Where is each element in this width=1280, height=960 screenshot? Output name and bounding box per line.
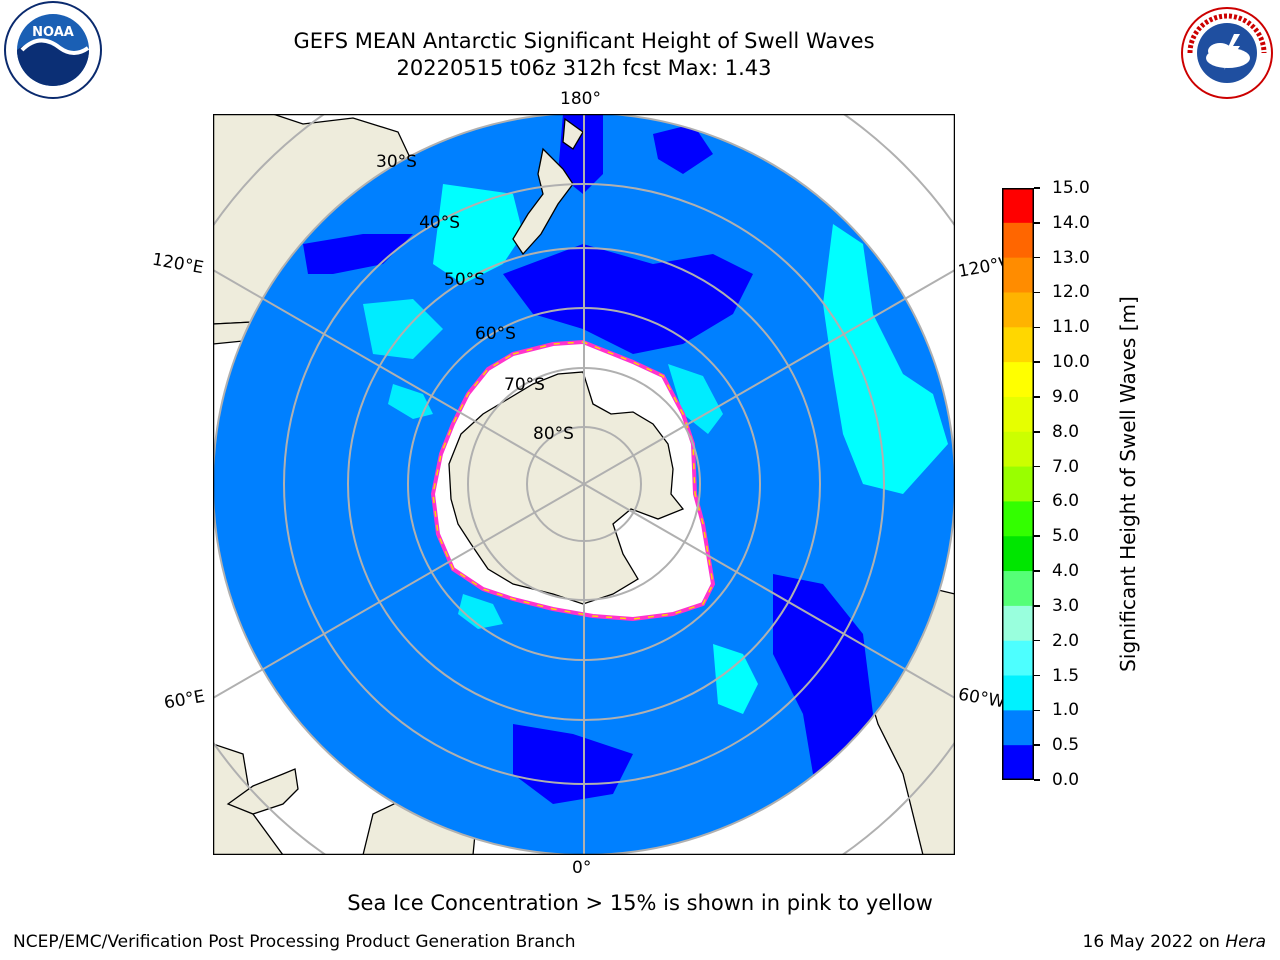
colorbar-band bbox=[1002, 745, 1034, 780]
colorbar-band bbox=[1002, 396, 1034, 433]
colorbar-tick-mark bbox=[1034, 396, 1040, 398]
lat-label-60s: 60°S bbox=[475, 324, 516, 344]
colorbar-tick-label: 5.0 bbox=[1052, 526, 1080, 547]
machine-name: Hera bbox=[1225, 932, 1266, 952]
issue-date-text: 16 May 2022 on bbox=[1082, 932, 1226, 952]
chart-subtitle: 20220515 t06z 312h fcst Max: 1.43 bbox=[396, 56, 772, 80]
colorbar-tick-mark bbox=[1034, 187, 1040, 189]
colorbar-tick-mark bbox=[1034, 744, 1040, 746]
colorbar-tick-label: 11.0 bbox=[1052, 317, 1090, 338]
colorbar bbox=[1002, 188, 1034, 780]
colorbar-band bbox=[1002, 536, 1034, 572]
lat-label-50s: 50°S bbox=[444, 270, 485, 290]
colorbar-band bbox=[1002, 571, 1034, 607]
colorbar-tick-label: 15.0 bbox=[1052, 178, 1090, 198]
colorbar-band bbox=[1002, 640, 1034, 677]
colorbar-band bbox=[1002, 292, 1034, 328]
colorbar-tick-mark bbox=[1034, 779, 1040, 781]
nws-logo-icon bbox=[1181, 7, 1273, 99]
colorbar-tick-label: 1.0 bbox=[1052, 700, 1080, 721]
colorbar-label: Significant Height of Swell Waves [m] bbox=[1116, 296, 1140, 672]
colorbar-tick-label: 13.0 bbox=[1052, 247, 1090, 268]
colorbar-tick-mark bbox=[1034, 535, 1040, 537]
svg-text:NOAA: NOAA bbox=[32, 25, 74, 40]
colorbar-tick-mark bbox=[1034, 222, 1040, 224]
lon-label-0: 0° bbox=[572, 858, 592, 878]
colorbar-tick-label: 9.0 bbox=[1052, 386, 1080, 407]
colorbar-band bbox=[1002, 188, 1034, 224]
colorbar-band bbox=[1002, 257, 1034, 293]
colorbar-tick-mark bbox=[1034, 570, 1040, 572]
colorbar-band bbox=[1002, 501, 1034, 537]
lat-label-40s: 40°S bbox=[419, 213, 460, 233]
colorbar-tick-mark bbox=[1034, 709, 1040, 712]
colorbar-tick-mark bbox=[1034, 605, 1040, 607]
sea-ice-note: Sea Ice Concentration > 15% is shown in … bbox=[347, 891, 933, 915]
colorbar-band bbox=[1002, 362, 1034, 398]
colorbar-tick-label: 2.0 bbox=[1052, 630, 1080, 651]
colorbar-tick-mark bbox=[1034, 361, 1040, 363]
colorbar-band bbox=[1002, 466, 1034, 502]
colorbar-tick-label: 0.5 bbox=[1052, 735, 1080, 756]
colorbar-tick-mark bbox=[1034, 465, 1040, 468]
colorbar-band bbox=[1002, 675, 1034, 711]
colorbar-band bbox=[1002, 431, 1034, 468]
lat-label-70s: 70°S bbox=[504, 375, 545, 395]
credit-text: NCEP/EMC/Verification Post Processing Pr… bbox=[13, 932, 576, 952]
colorbar-tick-mark bbox=[1034, 291, 1040, 294]
noaa-logo-icon: NOAA bbox=[4, 1, 102, 99]
colorbar-tick-mark bbox=[1034, 326, 1040, 329]
colorbar-tick-label: 10.0 bbox=[1052, 352, 1090, 373]
colorbar-tick-label: 6.0 bbox=[1052, 491, 1080, 512]
colorbar-frame bbox=[1002, 188, 1034, 780]
graticule bbox=[213, 114, 955, 855]
colorbar-tick-label: 1.5 bbox=[1052, 665, 1080, 686]
colorbar-tick-mark bbox=[1034, 500, 1040, 503]
colorbar-band bbox=[1002, 710, 1034, 746]
colorbar-tick-label: 7.0 bbox=[1052, 456, 1080, 477]
colorbar-tick-label: 14.0 bbox=[1052, 212, 1090, 233]
lat-label-80s: 80°S bbox=[533, 424, 574, 444]
lon-label-180: 180° bbox=[560, 89, 601, 109]
chart-title: GEFS MEAN Antarctic Significant Height o… bbox=[293, 29, 875, 53]
colorbar-tick-label: 12.0 bbox=[1052, 282, 1090, 303]
lat-label-30s: 30°S bbox=[376, 152, 417, 172]
lon-label-60e: 60°E bbox=[162, 686, 207, 714]
colorbar-tick-mark bbox=[1034, 674, 1040, 677]
colorbar-tick-mark bbox=[1034, 639, 1040, 642]
polar-map bbox=[213, 114, 955, 855]
colorbar-tick-mark bbox=[1034, 256, 1040, 259]
colorbar-tick-label: 0.0 bbox=[1052, 770, 1080, 790]
issue-date: 16 May 2022 on Hera bbox=[1083, 932, 1267, 952]
colorbar-tick-label: 8.0 bbox=[1052, 421, 1080, 442]
lon-label-120e: 120°E bbox=[150, 249, 206, 279]
colorbar-tick-label: 3.0 bbox=[1052, 595, 1080, 616]
colorbar-band bbox=[1002, 327, 1034, 363]
colorbar-band bbox=[1002, 605, 1034, 642]
colorbar-tick-label: 4.0 bbox=[1052, 561, 1080, 582]
colorbar-tick-mark bbox=[1034, 431, 1040, 433]
colorbar-band bbox=[1002, 222, 1034, 259]
